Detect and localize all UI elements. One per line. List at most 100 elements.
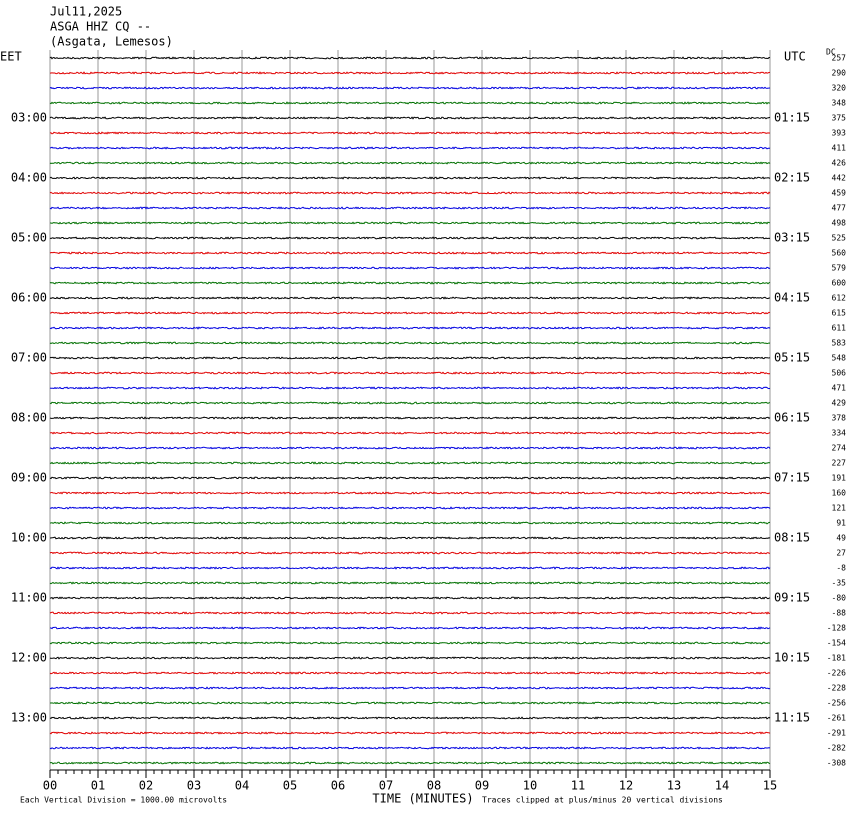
- trace: [49, 476, 771, 480]
- dc-value: 378: [832, 414, 847, 423]
- trace: [49, 86, 771, 90]
- dc-value: 334: [832, 429, 847, 438]
- trace: [49, 731, 771, 735]
- trace: [49, 146, 771, 150]
- trace: [49, 416, 771, 420]
- scale-note: Each Vertical Division = 1000.00 microvo…: [20, 796, 227, 805]
- x-tick-label: 11: [571, 779, 585, 793]
- trace: [50, 521, 771, 525]
- left-time-label: 11:00: [11, 591, 47, 605]
- x-tick-label: 15: [763, 779, 777, 793]
- trace: [49, 116, 771, 120]
- x-tick-label: 05: [283, 779, 297, 793]
- dc-value: 579: [832, 264, 847, 273]
- dc-value: -308: [827, 759, 846, 768]
- left-axis-title: EET: [0, 50, 22, 64]
- left-time-label: 07:00: [11, 351, 47, 365]
- dc-value: 320: [832, 84, 847, 93]
- trace: [49, 401, 771, 405]
- dc-value: 411: [832, 144, 847, 153]
- dc-value: 191: [832, 474, 847, 483]
- trace: [49, 191, 771, 195]
- x-tick-label: 12: [619, 779, 633, 793]
- trace: [49, 341, 771, 345]
- dc-value: 498: [832, 219, 847, 228]
- dc-title: DC: [826, 48, 836, 57]
- dc-value: 583: [832, 339, 847, 348]
- dc-value: 257: [832, 54, 847, 63]
- trace: [49, 131, 770, 135]
- right-time-label: 03:15: [774, 231, 810, 245]
- right-time-label: 07:15: [774, 471, 810, 485]
- right-time-label: 08:15: [774, 531, 810, 545]
- dc-value: 429: [832, 399, 847, 408]
- left-time-label: 08:00: [11, 411, 47, 425]
- right-time-label: 04:15: [774, 291, 810, 305]
- dc-value: 49: [836, 534, 846, 543]
- trace: [49, 551, 770, 555]
- x-tick-label: 06: [331, 779, 345, 793]
- right-time-label: 06:15: [774, 411, 810, 425]
- dc-value: -261: [827, 714, 846, 723]
- trace: [49, 161, 771, 165]
- trace: [50, 701, 771, 705]
- x-tick-label: 10: [523, 779, 537, 793]
- dc-value: -80: [832, 594, 847, 603]
- dc-value: 393: [832, 129, 847, 138]
- dc-value: 348: [832, 99, 847, 108]
- trace: [49, 101, 770, 105]
- trace: [49, 656, 771, 660]
- trace: [49, 236, 771, 240]
- dc-value: -35: [832, 579, 847, 588]
- right-time-label: 09:15: [774, 591, 810, 605]
- left-time-label: 04:00: [11, 171, 47, 185]
- trace: [49, 431, 771, 435]
- trace: [49, 296, 770, 300]
- dc-value: -8: [836, 564, 846, 573]
- right-time-label: 05:15: [774, 351, 810, 365]
- trace: [49, 491, 770, 495]
- dc-value: -228: [827, 684, 846, 693]
- trace: [49, 71, 771, 75]
- trace: [49, 356, 771, 360]
- x-tick-label: 02: [139, 779, 153, 793]
- trace: [49, 326, 771, 330]
- dc-value: 477: [832, 204, 847, 213]
- clip-note: Traces clipped at plus/minus 20 vertical…: [482, 796, 723, 805]
- right-time-label: 02:15: [774, 171, 810, 185]
- dc-value: 560: [832, 249, 847, 258]
- trace: [50, 221, 771, 225]
- x-tick-label: 01: [91, 779, 105, 793]
- left-time-label: 03:00: [11, 111, 47, 125]
- dc-value: 274: [832, 444, 847, 453]
- trace: [49, 611, 771, 615]
- dc-value: 548: [832, 354, 847, 363]
- dc-value: -128: [827, 624, 846, 633]
- right-time-label: 10:15: [774, 651, 810, 665]
- dc-value: 611: [832, 324, 847, 333]
- x-tick-label: 03: [187, 779, 201, 793]
- dc-value: 612: [832, 294, 847, 303]
- x-axis-title: TIME (MINUTES): [372, 792, 473, 806]
- trace: [49, 251, 771, 255]
- trace: [49, 581, 771, 585]
- x-tick-label: 00: [43, 779, 57, 793]
- trace: [49, 596, 771, 600]
- left-time-label: 06:00: [11, 291, 47, 305]
- right-time-label: 11:15: [774, 711, 810, 725]
- trace: [49, 761, 771, 765]
- dc-value: 615: [832, 309, 847, 318]
- trace: [49, 56, 771, 60]
- trace: [50, 626, 771, 630]
- right-axis-title: UTC: [784, 50, 806, 64]
- x-tick-label: 09: [475, 779, 489, 793]
- date: Jul11,2025: [50, 5, 122, 19]
- trace: [50, 311, 771, 315]
- dc-value: 91: [836, 519, 846, 528]
- dc-value: 227: [832, 459, 847, 468]
- dc-value: -88: [832, 609, 847, 618]
- trace: [49, 461, 771, 465]
- trace: [50, 536, 771, 540]
- dc-value: 375: [832, 114, 847, 123]
- trace: [49, 506, 771, 510]
